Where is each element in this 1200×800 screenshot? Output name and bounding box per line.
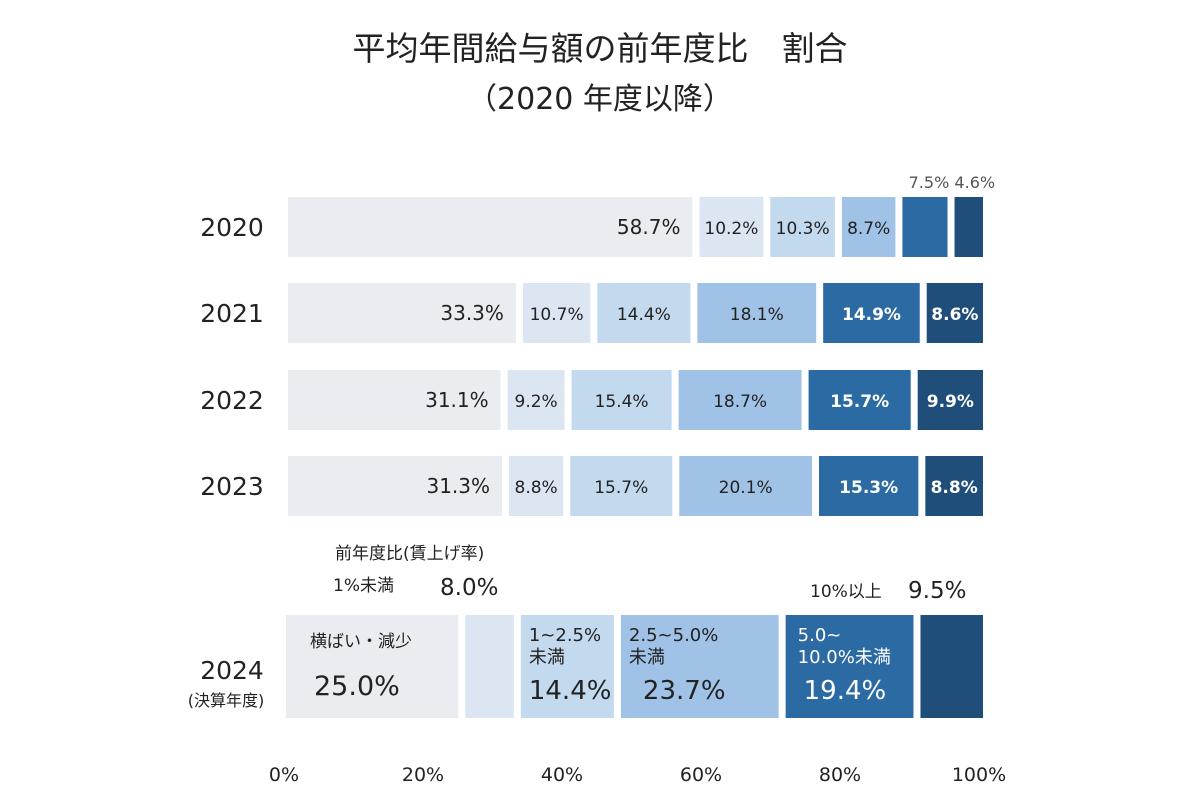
bar-segment (597, 283, 691, 343)
bar-segment (679, 456, 813, 516)
data-label: 7.5% (909, 173, 950, 192)
bar-segment (522, 283, 591, 343)
data-label: 9.2% (515, 392, 558, 412)
bar-segment (819, 456, 919, 516)
data-label: 8.8% (515, 478, 558, 498)
series-label: 未満 (629, 647, 665, 668)
series-label: 横ばい・減少 (310, 632, 412, 652)
x-tick-label: 0% (269, 764, 299, 786)
bar-segment (770, 197, 835, 257)
x-tick-label: 40% (541, 764, 583, 786)
bar-segment (288, 283, 516, 343)
x-tick-label: 60% (680, 764, 722, 786)
series-label: 1%未満 (333, 576, 394, 596)
data-label: 31.1% (425, 388, 489, 412)
x-tick-label: 100% (952, 764, 1006, 786)
chart-subtitle: （2020 年度以降） (467, 82, 733, 117)
data-label: 15.7% (594, 478, 648, 498)
data-label: 9.5% (908, 578, 966, 604)
data-label: 10.7% (530, 305, 584, 325)
bar-segment (520, 615, 614, 718)
data-label: 20.1% (719, 478, 773, 498)
data-label: 18.1% (730, 305, 784, 325)
category-label: 2021 (200, 299, 264, 328)
bar-segment (288, 370, 501, 430)
data-label: 58.7% (617, 215, 681, 239)
series-label: 5.0~ (798, 625, 842, 646)
bar-segment (286, 615, 459, 718)
series-label: 1~2.5% (529, 625, 601, 646)
chart-title: 平均年間給与額の前年度比 割合 (352, 29, 848, 68)
bar-segment (571, 370, 672, 430)
bar-segment (507, 370, 565, 430)
bar-segment (288, 197, 693, 257)
data-label: 19.4% (804, 676, 887, 706)
bar-segment (841, 197, 896, 257)
data-label: 8.8% (931, 478, 978, 498)
bar-segment (509, 456, 564, 516)
series-label: 2.5~5.0% (629, 625, 718, 646)
bar-segment (699, 197, 764, 257)
data-label: 15.3% (839, 478, 898, 498)
bar-segment (465, 615, 514, 718)
bar-segment (917, 370, 983, 430)
data-label: 31.3% (426, 474, 490, 498)
x-tick-label: 20% (402, 764, 444, 786)
bar-segment (620, 615, 779, 718)
data-label: 8.6% (931, 305, 978, 325)
bar-segment (678, 370, 802, 430)
data-label: 14.9% (842, 305, 901, 325)
category-label: 2024 (200, 656, 264, 685)
bar-segment (954, 197, 983, 257)
series-label: 未満 (529, 647, 565, 668)
data-label: 8.7% (847, 219, 890, 239)
series-label: 10%以上 (810, 582, 882, 602)
bar-segment (925, 456, 983, 516)
bar-segment (808, 370, 911, 430)
category-label: 2022 (200, 386, 264, 415)
bar-segment (288, 456, 503, 516)
bar-segment (785, 615, 914, 718)
data-label: 23.7% (643, 676, 726, 706)
bar-segment (697, 283, 817, 343)
legend-header: 前年度比(賃上げ率) (335, 544, 484, 564)
bar-segment (570, 456, 673, 516)
data-label: 9.9% (927, 392, 974, 412)
data-label: 14.4% (529, 676, 612, 706)
category-label: 2023 (200, 472, 264, 501)
data-label: 10.2% (704, 219, 758, 239)
data-label: 25.0% (314, 671, 400, 702)
series-label: 10.0%未満 (798, 647, 891, 668)
data-label: 10.3% (776, 219, 830, 239)
bar-segment (920, 615, 983, 718)
data-label: 4.6% (954, 173, 995, 192)
data-label: 33.3% (440, 301, 504, 325)
bar-segment (926, 283, 983, 343)
bar-segment (823, 283, 920, 343)
data-label: 15.7% (830, 392, 889, 412)
x-tick-label: 80% (819, 764, 861, 786)
bar-segment (902, 197, 948, 257)
data-label: 18.7% (713, 392, 767, 412)
data-label: 14.4% (617, 305, 671, 325)
category-sublabel: (決算年度) (188, 691, 265, 710)
category-label: 2020 (200, 213, 264, 242)
data-label: 8.0% (440, 575, 498, 601)
data-label: 15.4% (595, 392, 649, 412)
